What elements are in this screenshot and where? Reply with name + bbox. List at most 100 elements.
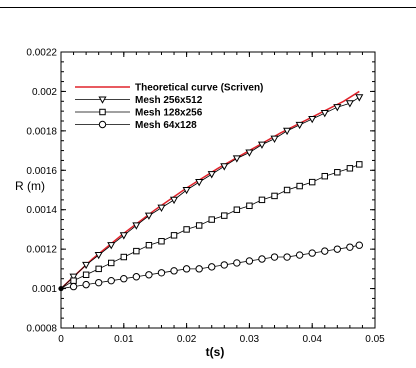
data-point (283, 186, 291, 194)
data-point (296, 182, 303, 190)
data-point (346, 165, 354, 172)
series-mesh-64x128 (60, 241, 363, 291)
data-point (257, 141, 267, 149)
series-mesh-256x512 (60, 94, 364, 289)
legend-marker (98, 96, 107, 104)
data-point (94, 251, 103, 260)
data-point (69, 282, 78, 291)
data-point (356, 161, 363, 168)
data-point (208, 216, 215, 223)
data-point (308, 249, 316, 257)
data-point (245, 257, 254, 265)
data-point (333, 104, 342, 112)
legend-item-mesh-64x128: Mesh 64x128 (75, 120, 197, 131)
data-point (69, 273, 78, 281)
data-point (345, 100, 354, 108)
data-point (108, 259, 115, 267)
data-point (70, 277, 77, 284)
data-point (132, 222, 141, 230)
data-point (183, 226, 190, 233)
data-point (233, 206, 241, 213)
y-tick-label: 0.0018 (26, 126, 57, 137)
data-point (195, 265, 203, 273)
data-point (182, 265, 191, 273)
y-axis-label: R (m) (15, 179, 45, 193)
x-axis-ticks: 0 0.01 0.02 0.03 0.04 0.05 (58, 52, 385, 345)
x-tick-label: 0.02 (177, 334, 197, 345)
series-layer (58, 90, 364, 292)
legend: Theoretical curve (Scriven)Mesh 256x512 M… (75, 83, 263, 131)
legend-marker (98, 120, 107, 129)
y-tick-label: 0.0014 (26, 205, 57, 216)
data-point (195, 179, 204, 187)
data-point (170, 232, 178, 239)
data-point (120, 253, 128, 261)
data-point (107, 276, 115, 285)
x-tick-label: 0.04 (302, 334, 322, 345)
data-point (232, 155, 241, 163)
legend-label: Mesh 64x128 (135, 120, 197, 131)
data-point (195, 222, 203, 229)
data-point (145, 271, 153, 279)
data-point (334, 169, 341, 176)
legend-item-theoretical: Theoretical curve (Scriven) (75, 83, 263, 94)
legend-item-mesh-256x512: Mesh 256x512 (75, 95, 203, 106)
data-point (295, 121, 304, 130)
y-tick-label: 0.002 (32, 87, 57, 98)
data-point (158, 238, 165, 245)
data-point (320, 110, 329, 118)
x-tick-label: 0.05 (365, 334, 385, 345)
legend-label: Mesh 256x512 (135, 95, 203, 106)
data-point (157, 269, 166, 277)
data-point (95, 265, 102, 273)
data-point (169, 196, 179, 205)
data-point (207, 171, 216, 179)
series-line (60, 90, 360, 290)
data-point (246, 202, 253, 209)
legend-label: Mesh 128x256 (135, 108, 203, 119)
data-point (107, 242, 116, 250)
data-point (182, 186, 191, 195)
y-tick-label: 0.0008 (26, 324, 57, 335)
data-point (157, 204, 166, 212)
data-point (308, 178, 316, 186)
data-point (355, 241, 363, 249)
data-point (82, 280, 90, 289)
data-point (295, 251, 304, 259)
series-mesh-128x256 (60, 161, 363, 289)
data-point (82, 271, 90, 278)
data-point (94, 278, 103, 287)
data-point (355, 94, 364, 102)
data-point (208, 263, 216, 271)
data-point (346, 243, 354, 251)
data-point (271, 192, 278, 200)
y-tick-label: 0.001 (32, 284, 57, 295)
data-point (221, 212, 228, 219)
data-point (283, 127, 292, 136)
data-point (220, 261, 228, 269)
data-point (132, 273, 141, 281)
data-point (170, 267, 178, 275)
legend-label: Theoretical curve (Scriven) (135, 83, 263, 94)
data-point (119, 232, 128, 240)
data-point (258, 255, 266, 263)
data-point (270, 135, 279, 143)
data-point (270, 253, 279, 261)
data-point (145, 241, 153, 249)
y-tick-label: 0.0016 (26, 166, 57, 177)
x-tick-label: 0.01 (114, 334, 134, 345)
data-point (321, 172, 328, 180)
data-point (321, 247, 329, 255)
data-point (133, 247, 140, 255)
data-point (144, 212, 153, 220)
data-point (245, 149, 254, 157)
data-point (283, 253, 291, 261)
x-tick-label: 0.03 (240, 334, 260, 345)
data-point (258, 196, 266, 204)
data-point (333, 245, 342, 253)
data-point (220, 163, 229, 171)
legend-marker (99, 108, 106, 116)
legend-item-mesh-128x256: Mesh 128x256 (75, 108, 203, 119)
